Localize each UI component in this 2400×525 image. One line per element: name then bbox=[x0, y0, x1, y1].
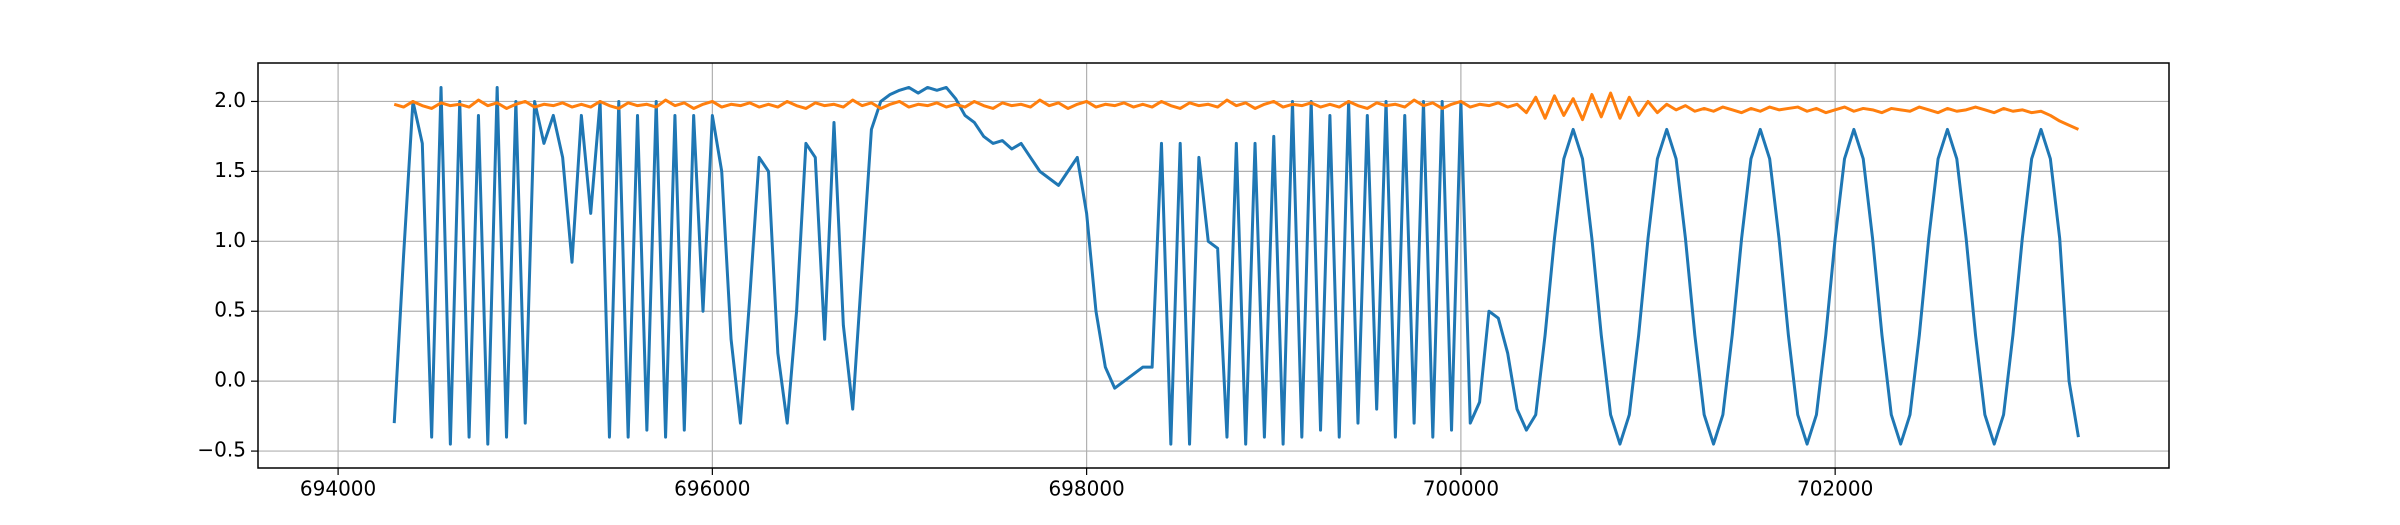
x-tick-label: 700000 bbox=[1423, 477, 1499, 501]
grid bbox=[258, 63, 2169, 468]
y-tick-label: 0.5 bbox=[214, 298, 246, 322]
x-tick-label: 696000 bbox=[674, 477, 750, 501]
series-line bbox=[392, 85, 2080, 446]
x-tick-label: 694000 bbox=[300, 477, 376, 501]
y-tick-label: 1.0 bbox=[214, 228, 246, 252]
series-line bbox=[393, 91, 2080, 131]
y-tick-label: 1.5 bbox=[214, 158, 246, 182]
x-tick-label: 698000 bbox=[1048, 477, 1124, 501]
y-tick-label: −0.5 bbox=[197, 438, 246, 462]
x-tick-label: 702000 bbox=[1797, 477, 1873, 501]
ticks: 694000 696000 698000 700000 702000 −0.5 0.0 0.5… bbox=[197, 88, 1873, 501]
y-tick-label: 0.0 bbox=[214, 368, 246, 392]
plot-area bbox=[392, 85, 2080, 446]
y-tick-label: 2.0 bbox=[214, 88, 246, 112]
axes-frame bbox=[257, 62, 2170, 469]
